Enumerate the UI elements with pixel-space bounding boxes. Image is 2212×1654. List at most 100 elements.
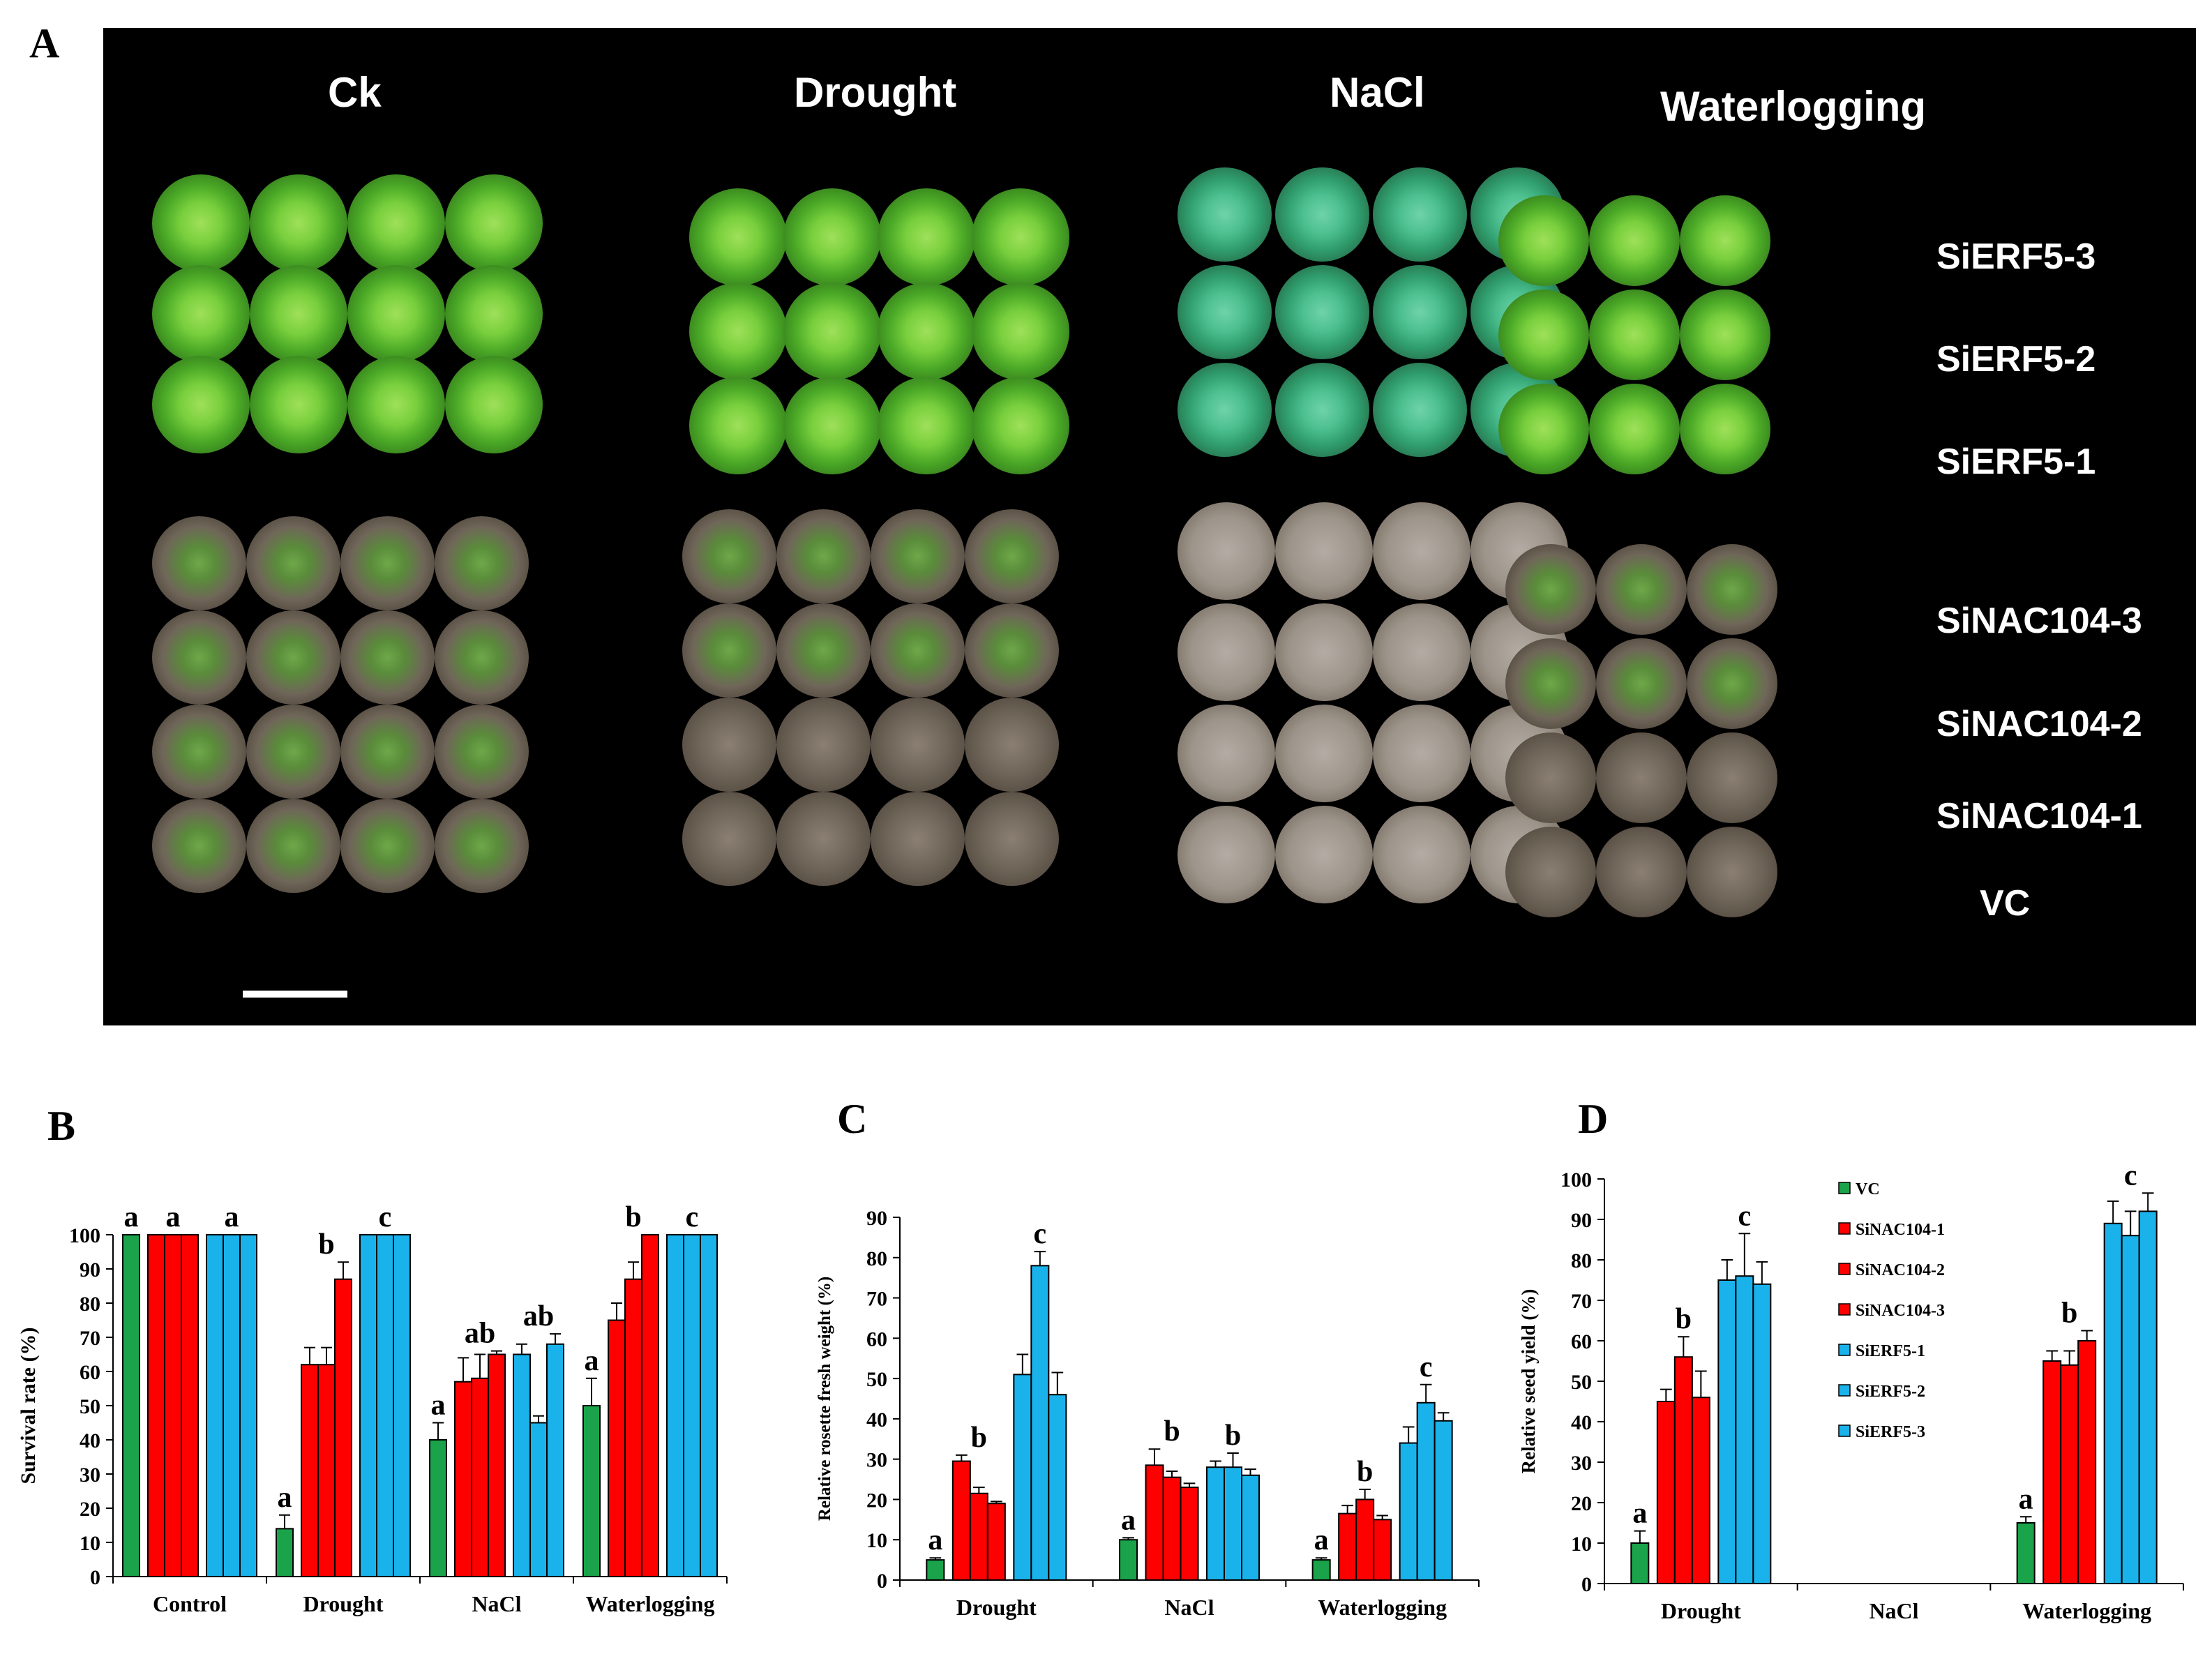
plant-pot (1596, 732, 1687, 823)
column-heading-nacl: NaCl (1330, 69, 1425, 116)
bar-sierf5-2-control (223, 1234, 241, 1577)
plant-pot (152, 174, 250, 272)
y-tick-label: 80 (80, 1293, 100, 1316)
chart-seed-yield: 0 10 20 30 40 50 60 70 80 90 100 Relative seed yiel… (1518, 1159, 2184, 1623)
y-axis-label: Relative seed yield (%) (1518, 1289, 1539, 1474)
bar-vc-waterlogging (582, 1405, 601, 1577)
significance-letter: b (318, 1228, 334, 1261)
x-tick-label: Control (153, 1591, 227, 1616)
plant-pot (776, 603, 871, 698)
plant-pot (1373, 502, 1470, 600)
plant-pot (1178, 265, 1272, 359)
bar-sinac104-2-nacl (471, 1377, 489, 1577)
legend-swatch (1838, 1182, 1851, 1194)
plant-pot (972, 377, 1069, 474)
bar-vc-drought (276, 1528, 294, 1578)
y-tick-label: 70 (1571, 1290, 1592, 1313)
y-tick-label: 0 (90, 1566, 100, 1589)
x-tick-label: Drought (956, 1595, 1037, 1620)
plant-pot (152, 356, 250, 453)
significance-letter: c (1034, 1218, 1047, 1250)
row-label-sierf5-1: SiERF5-1 (1936, 442, 2096, 482)
significance-letter: a (1632, 1498, 1647, 1530)
significance-letter: a (278, 1482, 292, 1514)
plant-pot (1498, 195, 1589, 286)
plant-pot (871, 509, 965, 603)
plant-pot (1498, 384, 1589, 474)
plant-pot (1596, 544, 1687, 635)
y-tick-label: 50 (80, 1395, 100, 1418)
plant-pot (435, 516, 529, 610)
legend-entry: SiERF5-1 (1856, 1342, 1925, 1360)
bar-sinac104-1-drought (951, 1460, 971, 1581)
y-tick-label: 100 (1560, 1168, 1592, 1191)
plant-pot (246, 705, 340, 799)
plant-pot (246, 516, 340, 610)
bar-sierf5-3-drought (393, 1234, 411, 1577)
significance-letter: a (585, 1345, 599, 1377)
bar-sinac104-2-waterlogging (2060, 1364, 2079, 1584)
significance-letter: a (431, 1390, 446, 1422)
legend-swatch (1838, 1263, 1851, 1275)
x-tick-label: Drought (303, 1591, 384, 1616)
bar-sinac104-2-control (164, 1234, 182, 1577)
bar-sierf5-1-drought (1717, 1279, 1737, 1584)
plant-pot (445, 265, 543, 363)
plant-pot (965, 603, 1059, 698)
significance-letter: ab (465, 1318, 495, 1350)
y-tick-label: 10 (866, 1529, 887, 1552)
y-tick-label: 100 (69, 1224, 100, 1247)
x-tick-label: NaCl (472, 1591, 521, 1616)
significance-letter: b (1164, 1415, 1180, 1448)
plant-pot (1680, 290, 1770, 380)
plant-pot (1373, 167, 1467, 262)
bar-sierf5-2-drought (1030, 1265, 1050, 1581)
plant-pot (1178, 167, 1272, 262)
y-tick-label: 30 (80, 1464, 100, 1487)
plant-pot (1687, 827, 1777, 917)
plant-pot (965, 792, 1059, 886)
y-tick-label: 80 (1571, 1249, 1592, 1272)
legend-entry: SiNAC104-1 (1856, 1221, 1945, 1239)
plant-pot (152, 799, 246, 893)
column-heading-drought: Drought (794, 69, 957, 116)
bar-sierf5-3-waterlogging (1434, 1420, 1453, 1581)
plant-pot (972, 188, 1069, 286)
significance-letter: b (625, 1201, 641, 1233)
plant-pot (1596, 638, 1687, 729)
bar-sierf5-2-waterlogging (1416, 1401, 1436, 1581)
y-tick-label: 20 (866, 1489, 887, 1512)
plant-pot (152, 610, 246, 705)
y-axis-label: Survival rate (%) (17, 1328, 40, 1484)
plant-pot (965, 698, 1059, 792)
x-tick-label: Waterlogging (586, 1591, 715, 1616)
plant-pot (1687, 732, 1777, 823)
bar-sierf5-3-nacl (546, 1343, 564, 1577)
plant-pot (1505, 544, 1596, 635)
x-tick-label: NaCl (1869, 1598, 1918, 1623)
bar-sinac104-2-drought (317, 1364, 336, 1577)
bar-sierf5-3-waterlogging (700, 1234, 718, 1577)
bar-sinac104-1-waterlogging (2042, 1360, 2062, 1584)
plant-pot (1178, 502, 1275, 600)
y-tick-label: 0 (1581, 1573, 1592, 1596)
plant-pot (1680, 384, 1770, 474)
plant-pot (783, 377, 881, 474)
bar-sierf5-3-nacl (1241, 1474, 1260, 1581)
plant-pot (340, 705, 435, 799)
legend-entry: SiERF5-2 (1856, 1383, 1925, 1401)
row-label-sinac104-3: SiNAC104-3 (1936, 601, 2142, 641)
bar-sierf5-3-control (239, 1234, 257, 1577)
plant-pot (435, 610, 529, 705)
bar-sierf5-1-drought (1013, 1374, 1032, 1581)
plant-pot (347, 356, 445, 453)
significance-letter: c (1420, 1351, 1433, 1383)
plant-pot (250, 265, 347, 363)
x-tick-label: Waterlogging (1318, 1595, 1447, 1620)
panel-label-d: D (1578, 1096, 1609, 1142)
plant-pot (878, 377, 975, 474)
bar-vc-control (122, 1234, 140, 1577)
plant-pot (871, 698, 965, 792)
scale-bar (243, 991, 347, 998)
bar-sierf5-1-nacl (513, 1353, 531, 1577)
